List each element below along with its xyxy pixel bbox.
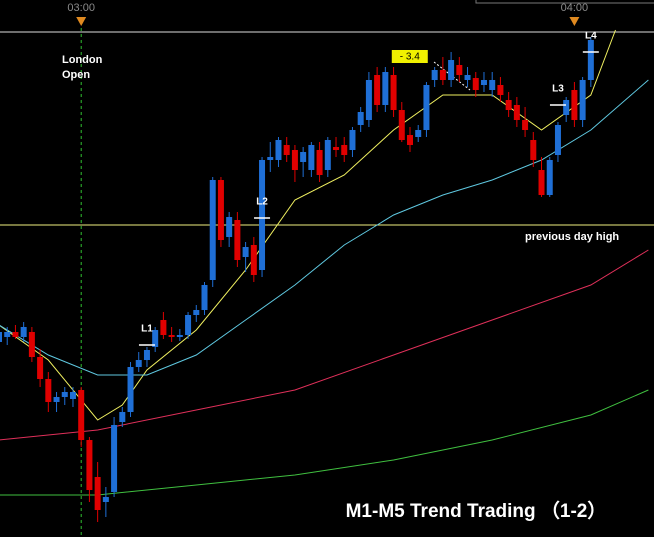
candle-body [308,145,315,170]
candle-body [69,392,76,399]
candle-body [382,72,389,105]
candle-body [497,85,504,95]
candle-body [291,150,298,170]
candle-body [571,90,578,120]
candle-body [316,150,323,175]
candle-body [152,330,159,347]
candle-body [546,160,553,195]
candle-body [226,217,233,237]
candle-body [341,145,348,155]
candle-body [119,412,126,422]
candle-body [357,112,364,125]
candle-body [135,360,142,367]
candle-body [193,310,200,315]
candle-body [111,425,118,492]
candle-body [407,135,413,145]
candle-body [587,40,594,80]
candle-body [283,145,290,155]
session-label: Open [62,69,90,81]
candle-body [176,335,183,337]
candle-body [513,105,520,120]
level-label: L4 [585,31,597,42]
candle-body [464,75,471,80]
candle-body [217,180,224,240]
candle-body [234,220,241,260]
candle-body [127,367,134,412]
candle-body [480,80,487,85]
candle-body [423,85,430,130]
candle-body [563,100,570,115]
candle-body [538,170,545,195]
candle-body [415,130,422,137]
candle-body [472,78,479,90]
candle-body [0,332,2,342]
tag-box [391,50,428,63]
level-label: L3 [552,84,564,95]
candle-body [160,320,167,335]
candle-body [102,497,109,502]
candle-body [12,332,19,337]
candle-body [456,65,463,75]
candle-body [209,180,216,280]
candle-body [275,140,282,160]
candle-body [374,75,381,105]
candle-body [4,332,11,337]
candle-body [61,392,68,397]
candle-body [185,315,192,335]
candle-body [45,379,52,402]
candle-body [201,285,208,310]
x-tick-label: 03:00 [67,2,95,14]
candle-body [20,327,27,337]
moving-average [0,249,649,441]
candle-body [250,245,257,275]
candle-body [267,157,274,160]
panel-border [475,0,654,4]
candle-body [143,350,150,360]
moving-average [0,79,649,376]
candle-body [53,397,60,402]
candle-body [579,80,586,120]
candle-body [390,75,397,110]
time-marker [569,17,580,26]
candle-body [94,477,101,510]
tag-label: - 3.4 [400,52,420,63]
candle-body [505,100,512,110]
candle-body [448,60,455,80]
candle-body [333,147,340,150]
candle-body [439,70,446,80]
previous-day-high-label: previous day high [525,231,619,243]
candle-body [431,70,438,80]
candle-body [300,152,307,162]
candle-body [78,390,85,440]
candle-body [37,357,44,379]
candle-body [398,110,405,140]
level-label: L1 [141,324,153,335]
candle-body [554,125,561,155]
candle-body [530,140,537,160]
chart-title: M1-M5 Trend Trading （1-2） [346,499,607,522]
candle-body [522,120,529,130]
candle-body [259,160,266,270]
candle-body [324,140,331,170]
candle-body [489,80,496,90]
candle-body [86,440,93,490]
time-marker [76,17,87,26]
candle-body [28,332,35,357]
x-tick-label: 04:00 [561,2,589,14]
session-label: London [62,54,103,66]
candle-body [349,130,356,150]
candle-body [242,247,249,257]
candle-body [365,80,372,120]
level-label: L2 [256,197,268,208]
candle-body [168,335,175,337]
